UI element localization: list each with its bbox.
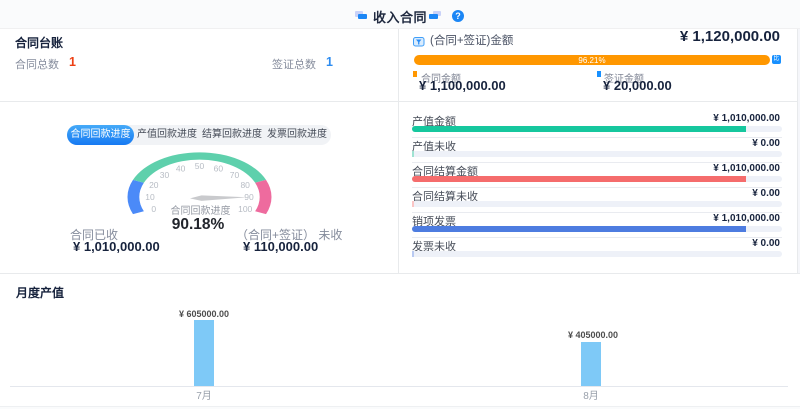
svg-text:60: 60 <box>214 164 224 174</box>
svg-text:30: 30 <box>160 170 170 180</box>
svg-text:40: 40 <box>176 164 186 174</box>
svg-text:100: 100 <box>238 204 252 214</box>
svg-text:20: 20 <box>149 180 159 190</box>
svg-text:0: 0 <box>151 204 156 214</box>
svg-text:50: 50 <box>195 161 205 171</box>
svg-text:10: 10 <box>145 192 155 202</box>
svg-text:70: 70 <box>230 170 240 180</box>
svg-text:80: 80 <box>240 180 250 190</box>
svg-text:90: 90 <box>244 192 254 202</box>
